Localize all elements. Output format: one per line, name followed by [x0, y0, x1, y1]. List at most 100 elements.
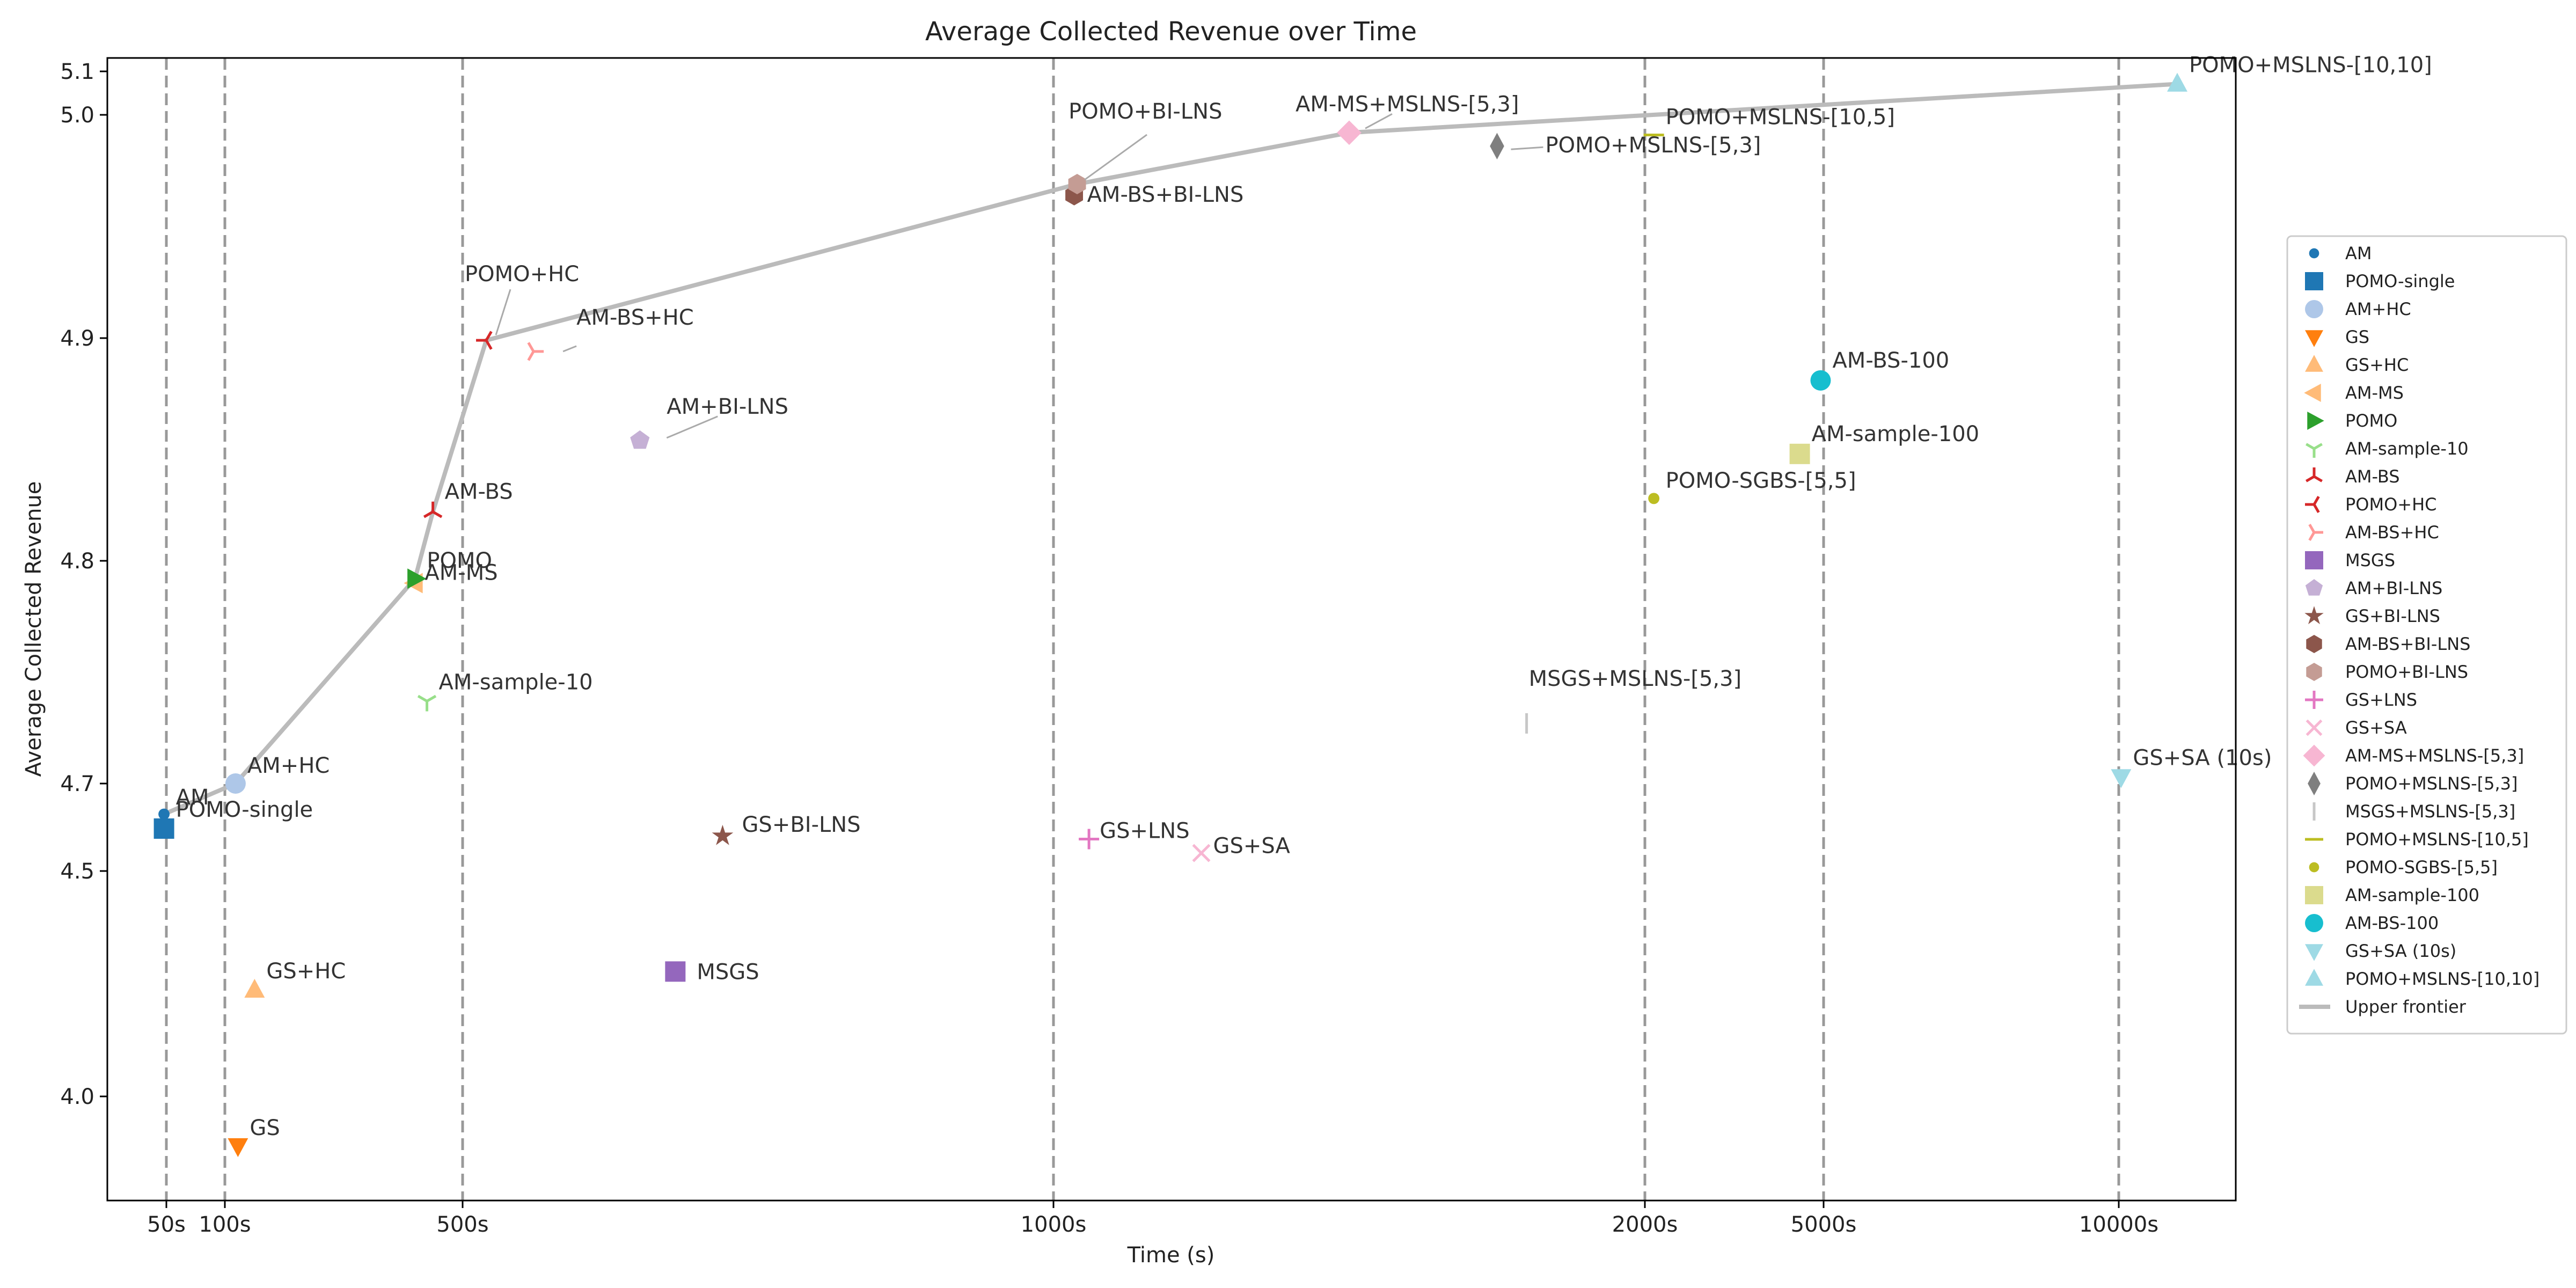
legend-item-pomo-bi-lns: POMO+BI-LNS	[2306, 662, 2468, 682]
gs-bi-lns-label: GS+BI-LNS	[742, 813, 860, 837]
x-tick-label-500s: 500s	[436, 1212, 488, 1237]
legend-item-pomo-mslns-10-5: POMO+MSLNS-[10,5]	[2305, 829, 2529, 850]
legend-am-bs-hc-marker	[2308, 524, 2323, 541]
legend-pomo-bi-lns-marker	[2306, 663, 2322, 681]
legend-label-pomo-mslns-10-10: POMO+MSLNS-[10,10]	[2345, 969, 2540, 989]
legend-msgs-marker	[2305, 551, 2323, 569]
legend-am-sample-100-marker	[2305, 886, 2323, 904]
upper-frontier-line	[163, 82, 2178, 816]
am-bs-hc-marker	[527, 342, 544, 361]
legend-item-am-bs-bi-lns: AM-BS+BI-LNS	[2306, 634, 2470, 654]
legend-label-gs-sa-10s: GS+SA (10s)	[2345, 941, 2456, 961]
pomo-single-marker	[153, 818, 174, 839]
pomo-hc-label: POMO+HC	[465, 262, 579, 287]
pomo-mslns-5-3-leader-line	[1511, 146, 1543, 150]
legend-label-am: AM	[2345, 243, 2372, 264]
x-tick-label-2000s: 2000s	[1612, 1212, 1678, 1237]
pomo-hc-marker	[476, 331, 493, 350]
legend-item-pomo-single: POMO-single	[2305, 271, 2455, 291]
gs-label: GS	[250, 1116, 280, 1140]
legend-am-bi-lns-marker	[2305, 579, 2323, 596]
legend-am-bs-marker	[2306, 467, 2323, 482]
gs-lns-label: GS+LNS	[1100, 819, 1190, 844]
legend: AM POMO-single AM+HC GS GS+HC AM-MS POMO AM-sam…	[2286, 235, 2567, 1035]
legend-label-am-bs: AM-BS	[2345, 466, 2400, 487]
legend-item-pomo-sgbs-5-5: POMO-SGBS-[5,5]	[2309, 857, 2498, 877]
legend-label-am-sample-100: AM-sample-100	[2345, 885, 2479, 905]
legend-label-gs-hc: GS+HC	[2345, 355, 2409, 375]
legend-item-gs-sa-10s: GS+SA (10s)	[2305, 941, 2456, 961]
msgs-label: MSGS	[697, 960, 759, 984]
legend-label-am-bs-hc: AM-BS+HC	[2345, 522, 2439, 543]
am-ms-mslns-5-3-leader-line	[1365, 113, 1393, 129]
am-hc-label: AM+HC	[247, 753, 330, 778]
legend-item-am-bs-100: AM-BS-100	[2305, 913, 2439, 933]
legend-label-gs-sa: GS+SA	[2345, 718, 2407, 738]
am-ms-label: AM-MS	[425, 561, 497, 586]
legend-item-gs-sa: GS+SA	[2306, 718, 2407, 738]
am-label: AM	[176, 785, 209, 810]
am-sample-10-marker	[417, 694, 437, 712]
legend-item-gs: GS	[2305, 327, 2369, 347]
am-ms-mslns-5-3-marker	[1337, 120, 1362, 145]
legend-gs-lns-marker	[2305, 691, 2323, 709]
legend-item-am-bs: AM-BS	[2306, 466, 2400, 487]
pomo-mslns-10-10-marker	[2167, 72, 2187, 92]
legend-label-am-ms-mslns-5-3: AM-MS+MSLNS-[5,3]	[2345, 745, 2524, 766]
legend-label-gs-bi-lns: GS+BI-LNS	[2345, 606, 2440, 626]
legend-am-bs-bi-lns-marker	[2306, 635, 2322, 653]
gs-sa-10s-label: GS+SA (10s)	[2133, 746, 2272, 771]
legend-item-msgs-mslns-5-3: MSGS+MSLNS-[5,3]	[2312, 801, 2515, 822]
am-sample-10-label: AM-sample-10	[439, 670, 593, 694]
gs-hc-marker	[244, 978, 265, 998]
y-tick-label-4-0: 4.0	[60, 1085, 94, 1109]
am-bs-hc-label: AM-BS+HC	[576, 305, 694, 330]
legend-pomo-hc-marker	[2305, 496, 2320, 513]
pomo-hc-leader-line	[495, 289, 511, 335]
legend-item-am-bi-lns: AM+BI-LNS	[2305, 578, 2442, 598]
legend-label-msgs: MSGS	[2345, 550, 2395, 570]
x-tick-label-10000s: 10000s	[2079, 1212, 2158, 1237]
x-tick-label-5000s: 5000s	[1791, 1212, 1857, 1237]
reference-lines	[165, 58, 2120, 1201]
legend-gs-hc-marker	[2305, 355, 2323, 372]
pomo-marker	[407, 568, 427, 589]
am-bi-lns-label: AM+BI-LNS	[667, 394, 788, 419]
x-tick-label-1000s: 1000s	[1021, 1212, 1087, 1237]
pomo-mslns-10-10-label: POMO+MSLNS-[10,10]	[2189, 53, 2432, 77]
pomo-single-label: POMO-single	[176, 797, 313, 822]
legend-item-gs-lns: GS+LNS	[2305, 690, 2417, 710]
legend-label-pomo-mslns-10-5: POMO+MSLNS-[10,5]	[2345, 829, 2529, 850]
legend-item-gs-bi-lns: GS+BI-LNS	[2304, 606, 2440, 626]
am-marker	[158, 808, 170, 820]
pomo-mslns-5-3-marker	[1490, 133, 1504, 159]
legend-item-am-ms-mslns-5-3: AM-MS+MSLNS-[5,3]	[2303, 744, 2524, 767]
y-tick-label-4-7: 4.7	[60, 772, 94, 796]
y-tick-label-4-9: 4.9	[60, 326, 94, 351]
pomo-bi-lns-label: POMO+BI-LNS	[1069, 99, 1222, 124]
legend-am-ms-marker	[2304, 384, 2321, 402]
legend-item-am-sample-10: AM-sample-10	[2306, 438, 2469, 459]
gs-hc-label: GS+HC	[266, 959, 346, 984]
legend-item-pomo-mslns-5-3: POMO+MSLNS-[5,3]	[2308, 771, 2518, 796]
frontier-layer	[163, 82, 2178, 816]
legend-am-marker	[2309, 248, 2319, 259]
legend-label-pomo-sgbs-5-5: POMO-SGBS-[5,5]	[2345, 857, 2498, 877]
am-bs-bi-lns-label: AM-BS+BI-LNS	[1087, 182, 1244, 207]
x-tick-label-100s: 100s	[199, 1212, 251, 1237]
legend-item-am-sample-100: AM-sample-100	[2305, 885, 2479, 905]
legend-label-pomo-single: POMO-single	[2345, 271, 2455, 291]
legend-gs-marker	[2305, 330, 2323, 347]
pomo-sgbs-5-5-marker	[1648, 493, 1660, 504]
legend-label-am-bi-lns: AM+BI-LNS	[2345, 578, 2442, 598]
am-ms-mslns-5-3-label: AM-MS+MSLNS-[5,3]	[1296, 92, 1519, 116]
legend-label-upper-frontier: Upper frontier	[2345, 997, 2467, 1017]
legend-label-am-bs-100: AM-BS-100	[2345, 913, 2439, 933]
gs-marker	[228, 1138, 248, 1158]
labels-layer: AMPOMO-singleAM+HCGSGS+HCAM-MSPOMOAM-sam…	[176, 53, 2432, 1140]
am-bs-100-label: AM-BS-100	[1832, 348, 1949, 373]
gs-lns-marker	[1079, 829, 1100, 850]
legend-label-pomo: POMO	[2345, 411, 2397, 431]
